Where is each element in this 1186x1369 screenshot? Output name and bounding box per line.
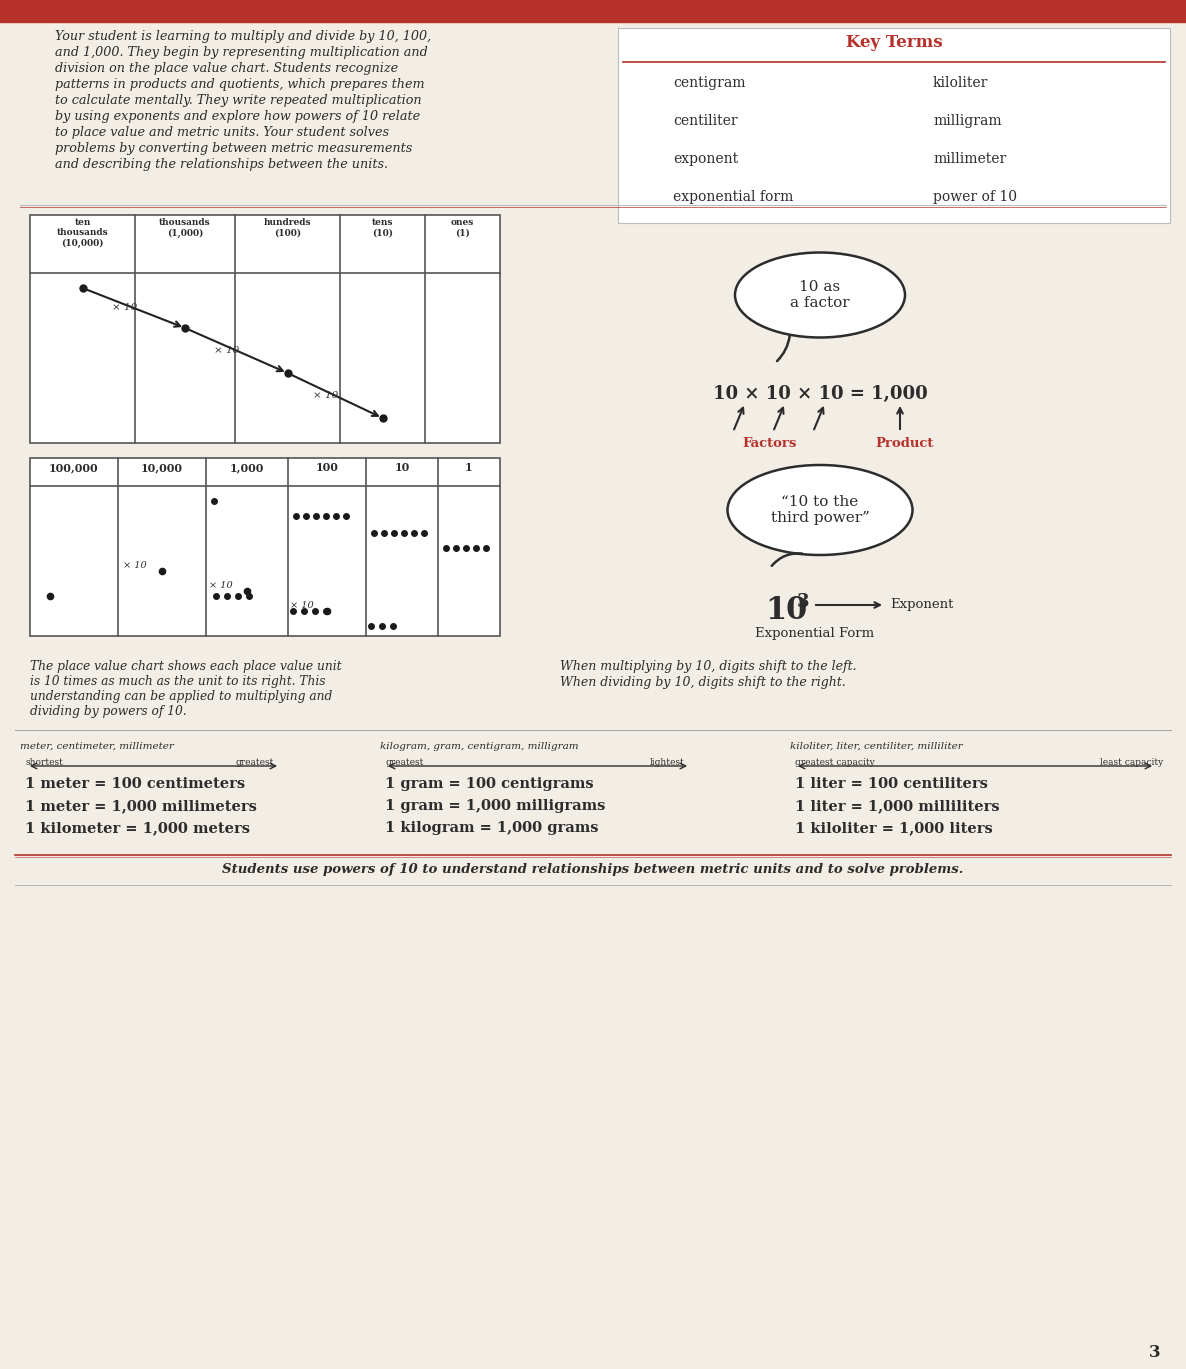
Text: ten
thousands
(10,000): ten thousands (10,000) <box>57 218 108 248</box>
Text: to calculate mentally. They write repeated multiplication: to calculate mentally. They write repeat… <box>55 94 422 107</box>
Text: 100,000: 100,000 <box>49 461 98 474</box>
Bar <box>30 459 500 637</box>
Text: 10,000: 10,000 <box>141 461 183 474</box>
Text: 1 kilogram = 1,000 grams: 1 kilogram = 1,000 grams <box>385 821 599 835</box>
Text: millimeter: millimeter <box>933 152 1006 166</box>
Bar <box>618 27 1171 223</box>
Text: centiliter: centiliter <box>672 114 738 127</box>
Text: Product: Product <box>875 437 935 450</box>
Text: problems by converting between metric measurements: problems by converting between metric me… <box>55 142 413 155</box>
Text: ones
(1): ones (1) <box>451 218 474 237</box>
Text: 1 gram = 1,000 milligrams: 1 gram = 1,000 milligrams <box>385 799 605 813</box>
Text: Students use powers of 10 to understand relationships between metric units and t: Students use powers of 10 to understand … <box>222 862 964 876</box>
Text: by using exponents and explore how powers of 10 relate: by using exponents and explore how power… <box>55 110 420 123</box>
Text: 10: 10 <box>765 596 808 626</box>
Text: understanding can be applied to multiplying and: understanding can be applied to multiply… <box>30 690 332 704</box>
Text: 10 as
a factor: 10 as a factor <box>790 279 850 311</box>
Text: exponential form: exponential form <box>672 190 793 204</box>
Text: When dividing by 10, digits shift to the right.: When dividing by 10, digits shift to the… <box>560 676 846 689</box>
Text: 3: 3 <box>1149 1344 1161 1361</box>
Text: 1 gram = 100 centigrams: 1 gram = 100 centigrams <box>385 778 594 791</box>
Text: 1 kiloliter = 1,000 liters: 1 kiloliter = 1,000 liters <box>795 821 993 835</box>
Text: to place value and metric units. Your student solves: to place value and metric units. Your st… <box>55 126 389 140</box>
Bar <box>0 0 1186 22</box>
Text: is 10 times as much as the unit to its right. This: is 10 times as much as the unit to its r… <box>30 675 325 689</box>
Text: “10 to the
third power”: “10 to the third power” <box>771 496 869 526</box>
Text: Exponential Form: Exponential Form <box>755 627 874 639</box>
Text: least capacity: least capacity <box>1099 758 1163 767</box>
Text: kiloliter: kiloliter <box>933 77 988 90</box>
Text: × 10: × 10 <box>215 346 240 355</box>
Text: milligram: milligram <box>933 114 1002 127</box>
Text: × 10: × 10 <box>111 304 138 312</box>
Text: When multiplying by 10, digits shift to the left.: When multiplying by 10, digits shift to … <box>560 660 856 674</box>
Text: division on the place value chart. Students recognize: division on the place value chart. Stude… <box>55 62 398 75</box>
Text: shortest: shortest <box>25 758 63 767</box>
Text: greatest: greatest <box>385 758 423 767</box>
Text: greatest: greatest <box>235 758 274 767</box>
Text: 1 liter = 100 centiliters: 1 liter = 100 centiliters <box>795 778 988 791</box>
Text: centigram: centigram <box>672 77 746 90</box>
Text: patterns in products and quotients, which prepares them: patterns in products and quotients, whic… <box>55 78 425 90</box>
Text: Key Terms: Key Terms <box>846 34 943 51</box>
Text: hundreds
(100): hundreds (100) <box>263 218 311 237</box>
Text: 10 × 10 × 10 = 1,000: 10 × 10 × 10 = 1,000 <box>713 385 927 402</box>
Text: and describing the relationships between the units.: and describing the relationships between… <box>55 157 388 171</box>
Bar <box>30 215 500 444</box>
Text: Your student is learning to multiply and divide by 10, 100,: Your student is learning to multiply and… <box>55 30 432 42</box>
Text: tens
(10): tens (10) <box>372 218 394 237</box>
Text: The place value chart shows each place value unit: The place value chart shows each place v… <box>30 660 342 674</box>
Text: × 10: × 10 <box>313 392 338 400</box>
Ellipse shape <box>727 465 912 554</box>
Text: power of 10: power of 10 <box>933 190 1018 204</box>
Text: kiloliter, liter, centiliter, milliliter: kiloliter, liter, centiliter, milliliter <box>790 742 963 752</box>
Text: exponent: exponent <box>672 152 738 166</box>
Text: kilogram, gram, centigram, milligram: kilogram, gram, centigram, milligram <box>380 742 579 752</box>
Text: 10: 10 <box>395 461 409 474</box>
Text: meter, centimeter, millimeter: meter, centimeter, millimeter <box>20 742 174 752</box>
Text: lightest: lightest <box>650 758 684 767</box>
Text: × 10: × 10 <box>123 561 147 570</box>
Text: 100: 100 <box>315 461 338 474</box>
Text: Factors: Factors <box>742 437 797 450</box>
Text: thousands
(1,000): thousands (1,000) <box>159 218 211 238</box>
Text: 1 meter = 1,000 millimeters: 1 meter = 1,000 millimeters <box>25 799 257 813</box>
Text: and 1,000. They begin by representing multiplication and: and 1,000. They begin by representing mu… <box>55 47 428 59</box>
Text: 1 meter = 100 centimeters: 1 meter = 100 centimeters <box>25 778 246 791</box>
Text: Exponent: Exponent <box>890 598 954 611</box>
Text: 1 kilometer = 1,000 meters: 1 kilometer = 1,000 meters <box>25 821 250 835</box>
Text: 1,000: 1,000 <box>230 461 264 474</box>
Text: × 10: × 10 <box>291 601 314 611</box>
Text: greatest capacity: greatest capacity <box>795 758 875 767</box>
Text: × 10: × 10 <box>209 580 232 590</box>
Text: 1 liter = 1,000 milliliters: 1 liter = 1,000 milliliters <box>795 799 1000 813</box>
Text: dividing by powers of 10.: dividing by powers of 10. <box>30 705 186 717</box>
Ellipse shape <box>735 252 905 338</box>
Text: 1: 1 <box>465 461 473 474</box>
Text: 3: 3 <box>797 593 810 611</box>
